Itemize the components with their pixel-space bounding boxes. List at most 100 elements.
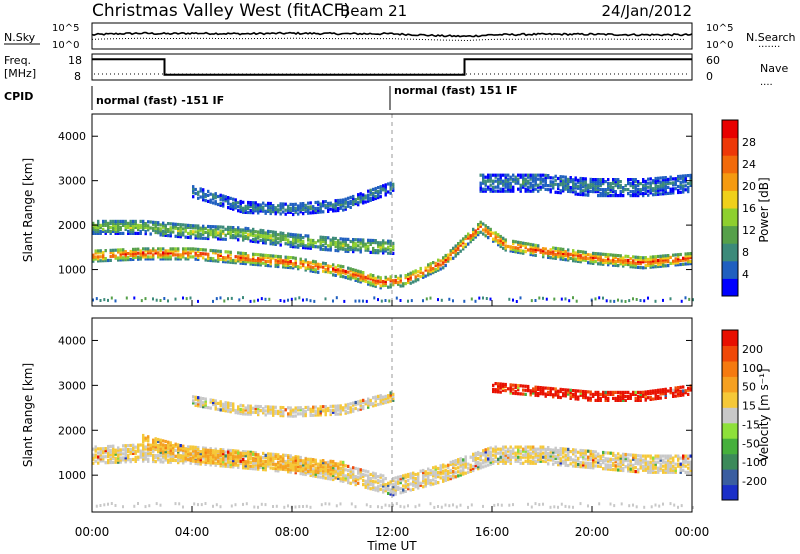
range-cell [342, 200, 345, 204]
range-cell [399, 284, 402, 288]
range-cell [349, 275, 352, 279]
range-cell [359, 474, 362, 478]
range-cell [242, 450, 245, 454]
range-cell [344, 241, 347, 245]
range-cell [419, 481, 422, 485]
range-cell [379, 396, 382, 400]
range-cell [627, 262, 630, 267]
range-cell [642, 460, 645, 464]
range-cell [524, 453, 527, 457]
range-cell [164, 452, 167, 456]
range-cell [532, 459, 535, 463]
range-cell [267, 411, 270, 415]
range-cell [649, 189, 652, 193]
range-cell [614, 182, 617, 186]
range-cell [247, 227, 250, 231]
range-cell [609, 463, 612, 467]
range-cell [477, 463, 480, 467]
range-cell [628, 299, 631, 303]
range-cell [614, 261, 617, 265]
range-cell [477, 465, 480, 469]
range-cell [544, 449, 547, 453]
range-cell [299, 206, 302, 210]
range-cell [627, 459, 630, 463]
range-cell [289, 266, 292, 270]
range-cell [282, 204, 285, 208]
range-cell [527, 449, 530, 453]
range-cell [372, 473, 375, 477]
range-cell [362, 483, 365, 487]
range-cell [589, 181, 592, 185]
range-cell [449, 475, 452, 479]
range-cell [397, 481, 400, 485]
range-cell [202, 454, 205, 458]
range-cell [229, 459, 232, 463]
range-cell [664, 456, 667, 460]
range-cell [444, 472, 447, 476]
range-cell [545, 297, 548, 301]
range-cell [169, 222, 172, 226]
range-cell [632, 457, 635, 461]
range-cell [304, 457, 307, 461]
range-cell [549, 180, 552, 184]
range-cell [110, 296, 113, 300]
range-cell [562, 253, 565, 257]
range-cell [364, 275, 367, 279]
range-cell [609, 184, 612, 188]
range-cell [484, 452, 487, 456]
range-cell [332, 299, 334, 303]
range-cell [242, 238, 245, 242]
range-cell [644, 456, 647, 460]
range-cell [557, 249, 560, 253]
range-cell [389, 275, 392, 279]
range-cell [672, 466, 675, 470]
range-cell [282, 233, 285, 237]
range-cell [222, 194, 225, 198]
range-cell [252, 252, 255, 256]
range-cell [274, 258, 277, 262]
range-cell [502, 183, 505, 187]
range-cell [309, 211, 312, 215]
range-cell [532, 187, 535, 191]
range-cell [152, 444, 155, 448]
range-cell [397, 475, 400, 479]
range-cell [182, 444, 185, 448]
range-cell [224, 256, 227, 260]
range-cell [632, 192, 635, 196]
range-cell [219, 193, 222, 197]
range-cell [414, 479, 417, 483]
range-cell [434, 481, 437, 485]
range-cell [109, 231, 112, 235]
range-cell [539, 177, 542, 181]
range-cell [342, 464, 345, 468]
range-cell [102, 223, 105, 227]
range-cell [202, 228, 205, 232]
range-cell [209, 227, 212, 231]
range-cell [639, 182, 642, 186]
range-cell [567, 252, 570, 256]
range-cell [269, 230, 272, 234]
range-cell [452, 474, 455, 478]
range-cell [507, 244, 510, 249]
range-cell [167, 454, 170, 458]
range-cell [202, 192, 205, 196]
range-cell [687, 188, 690, 192]
range-cell [124, 250, 127, 254]
range-cell [207, 199, 210, 203]
range-cell [197, 459, 200, 464]
range-cell [677, 456, 680, 460]
range-cell [107, 455, 110, 459]
range-cell [169, 247, 172, 251]
range-cell [689, 256, 692, 260]
range-cell [504, 246, 507, 250]
range-cell [129, 458, 132, 462]
range-cell [234, 463, 237, 467]
range-cell [157, 458, 160, 462]
range-cell [389, 482, 392, 486]
range-cell [494, 459, 497, 463]
range-cell [274, 405, 277, 409]
range-cell [177, 230, 180, 235]
range-cell [470, 297, 473, 301]
range-cell [197, 447, 200, 451]
beam-label: Beam 21 [340, 2, 407, 20]
